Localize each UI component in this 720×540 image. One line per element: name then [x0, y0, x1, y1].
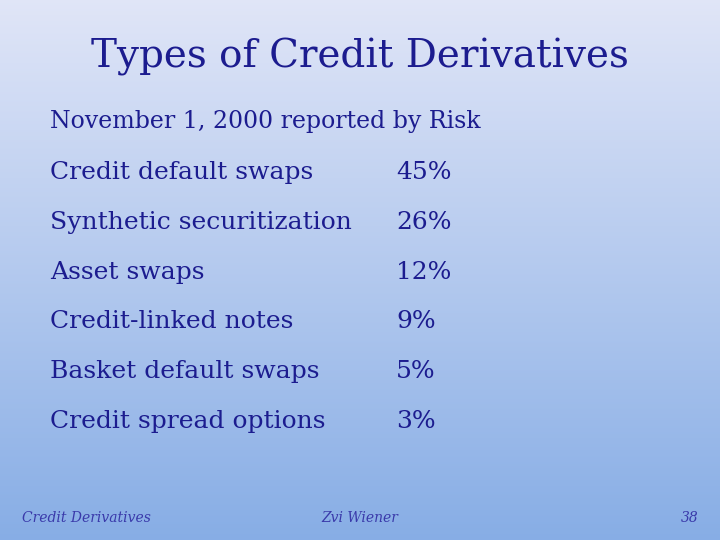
Text: Basket default swaps: Basket default swaps	[50, 360, 320, 383]
Text: 5%: 5%	[396, 360, 436, 383]
Text: November 1, 2000 reported by Risk: November 1, 2000 reported by Risk	[50, 110, 481, 133]
Text: Credit Derivatives: Credit Derivatives	[22, 511, 150, 525]
Text: 12%: 12%	[396, 261, 451, 284]
Text: Asset swaps: Asset swaps	[50, 261, 205, 284]
Text: 3%: 3%	[396, 410, 436, 433]
Text: Types of Credit Derivatives: Types of Credit Derivatives	[91, 38, 629, 76]
Text: Credit spread options: Credit spread options	[50, 410, 326, 433]
Text: Synthetic securitization: Synthetic securitization	[50, 211, 352, 234]
Text: 45%: 45%	[396, 161, 451, 184]
Text: Credit default swaps: Credit default swaps	[50, 161, 314, 184]
Text: Credit-linked notes: Credit-linked notes	[50, 310, 294, 333]
Text: 9%: 9%	[396, 310, 436, 333]
Text: 38: 38	[680, 511, 698, 525]
Text: 26%: 26%	[396, 211, 451, 234]
Text: Zvi Wiener: Zvi Wiener	[322, 511, 398, 525]
